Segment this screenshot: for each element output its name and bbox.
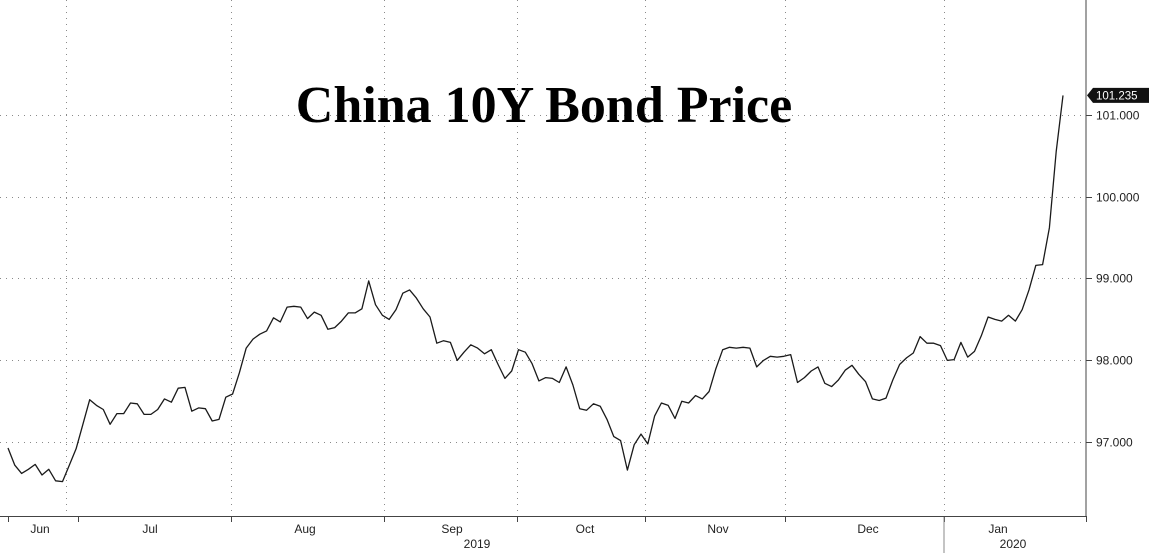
y-tick-label: 98.000 xyxy=(1096,354,1133,368)
x-axis-ticks: Jun Jul Aug Sep Oct Nov Dec Jan xyxy=(8,516,1087,536)
y-tick-label: 97.000 xyxy=(1096,436,1133,450)
year-label-2019: 2019 xyxy=(464,537,491,551)
bond-price-line xyxy=(7,95,1064,483)
y-axis-ticks: 97.000 98.000 99.000 100.000 101.000 xyxy=(1086,109,1140,450)
x-tick-label-nov: Nov xyxy=(707,522,728,536)
horizontal-gridlines xyxy=(0,115,1086,443)
x-tick-label-oct: Oct xyxy=(576,522,595,536)
x-tick-label-aug: Aug xyxy=(294,522,315,536)
x-tick-label-jan: Jan xyxy=(988,522,1007,536)
x-tick-label-jun: Jun xyxy=(30,522,49,536)
y-tick-label: 99.000 xyxy=(1096,272,1133,286)
chart-title: China 10Y Bond Price xyxy=(296,77,792,134)
year-label-2020: 2020 xyxy=(1000,537,1027,551)
vertical-gridlines xyxy=(66,0,945,516)
y-tick-label: 101.000 xyxy=(1096,109,1140,123)
y-tick-label: 100.000 xyxy=(1096,191,1140,205)
x-tick-label-sep: Sep xyxy=(441,522,463,536)
x-tick-label-jul: Jul xyxy=(142,522,157,536)
last-value-label: 101.235 xyxy=(1096,90,1138,102)
last-value-badge: 101.235 xyxy=(1087,87,1149,103)
last-value-badge-shape xyxy=(1087,87,1149,103)
x-tick-label-dec: Dec xyxy=(857,522,878,536)
